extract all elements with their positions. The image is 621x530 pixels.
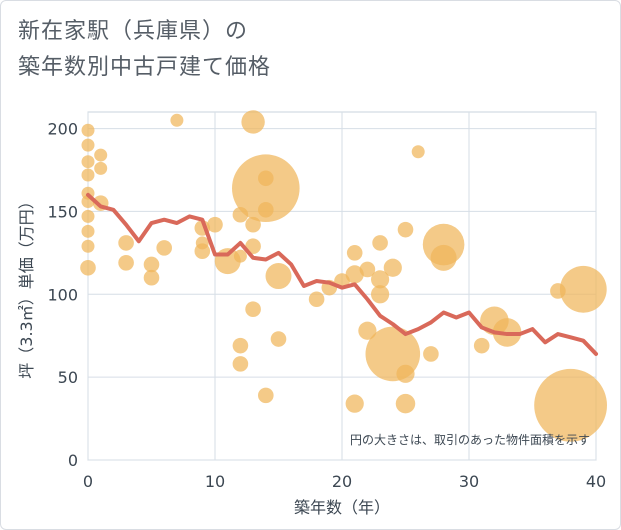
data-bubble	[411, 145, 425, 159]
data-bubble	[81, 224, 95, 238]
data-bubble	[245, 301, 261, 318]
data-bubble	[308, 291, 325, 308]
y-axis-label: 坪（3.3㎡）単価（万円）	[17, 193, 36, 378]
data-bubble	[245, 238, 261, 255]
data-bubble	[396, 364, 415, 383]
data-bubble	[423, 346, 439, 362]
data-bubble	[207, 216, 223, 233]
y-tick-label: 50	[58, 368, 78, 387]
average-price-line	[86, 192, 598, 356]
data-bubble	[143, 269, 160, 286]
data-bubble	[371, 285, 390, 304]
data-bubble	[81, 209, 95, 223]
y-tick-label: 200	[47, 120, 78, 139]
x-tick-label: 10	[205, 472, 225, 491]
data-bubble	[170, 113, 184, 127]
data-bubble	[81, 168, 95, 182]
data-bubble	[473, 337, 490, 354]
chart-title-line2: 築年数別中古戸建て価格	[18, 55, 272, 80]
data-bubble	[231, 154, 300, 223]
data-bubble	[94, 161, 108, 175]
data-bubble	[372, 235, 388, 251]
data-bubble	[81, 138, 95, 152]
data-bubble	[81, 239, 95, 253]
data-bubble	[358, 321, 377, 340]
data-bubble	[258, 201, 274, 218]
data-bubble	[346, 245, 363, 261]
data-bubble	[156, 240, 172, 256]
data-bubble	[371, 270, 390, 289]
data-bubble	[430, 244, 457, 271]
data-bubble	[270, 331, 287, 347]
chart-title: 新在家駅（兵庫県）の 築年数別中古戸建て価格	[18, 14, 271, 86]
data-bubble	[94, 148, 108, 162]
data-bubble	[241, 110, 265, 134]
data-bubble	[258, 170, 274, 187]
data-bubble	[265, 263, 292, 290]
data-bubble	[559, 265, 607, 313]
data-bubble	[81, 155, 95, 169]
data-bubble	[359, 261, 376, 278]
y-tick-label: 100	[47, 285, 78, 304]
data-bubble	[233, 249, 247, 263]
data-bubble	[232, 356, 249, 372]
data-bubble	[81, 123, 95, 137]
y-tick-label: 0	[68, 451, 78, 470]
bubble-size-note: 円の大きさは、取引のあった物件面積を示す	[350, 432, 590, 447]
data-bubble	[397, 221, 414, 238]
x-axis-label: 築年数（年）	[294, 498, 390, 517]
data-bubble	[534, 368, 607, 442]
x-tick-label: 40	[586, 472, 606, 491]
data-bubble	[258, 387, 274, 404]
data-bubble	[118, 254, 134, 271]
y-tick-label: 150	[47, 202, 78, 221]
data-bubble	[80, 259, 96, 276]
data-bubble	[118, 235, 134, 251]
data-bubble	[345, 265, 364, 284]
x-tick-label: 20	[332, 472, 352, 491]
data-bubble	[232, 337, 249, 354]
data-bubble	[395, 393, 416, 414]
x-tick-label: 0	[83, 472, 93, 491]
data-bubble	[194, 243, 211, 259]
data-bubble	[345, 394, 364, 413]
x-tick-label: 30	[459, 472, 479, 491]
chart-title-line1: 新在家駅（兵庫県）の	[18, 19, 249, 44]
data-bubble	[383, 258, 402, 277]
data-bubble	[143, 256, 160, 273]
